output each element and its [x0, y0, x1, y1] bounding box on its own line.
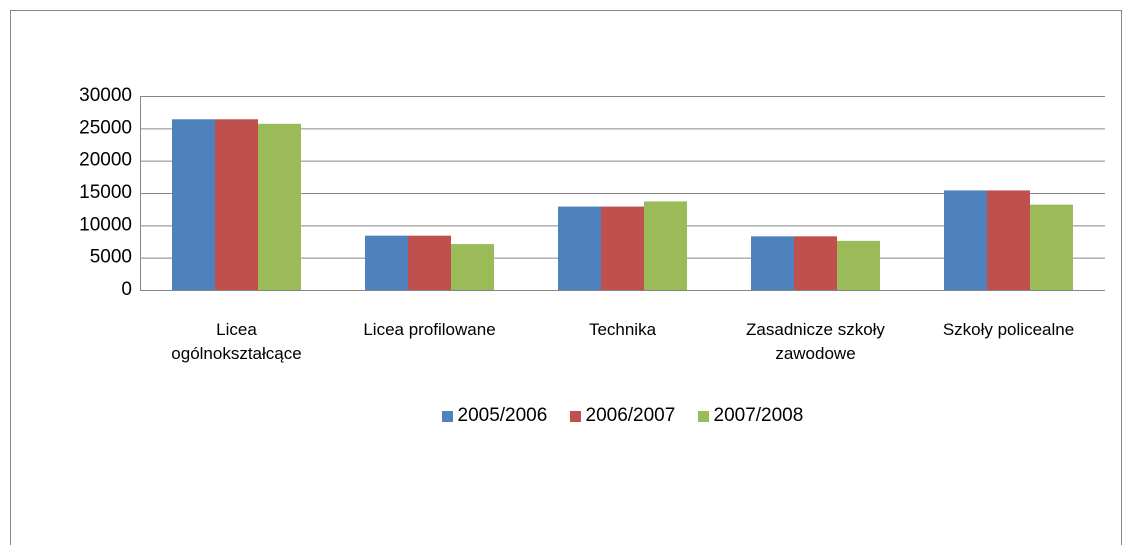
legend-item: 2006/2007: [569, 405, 676, 427]
y-tick-label: 20000: [79, 150, 132, 171]
chart-border: [10, 10, 1122, 545]
y-tick-label: 15000: [79, 182, 132, 203]
x-tick-label: Zasadnicze szkoły zawodowe: [746, 320, 885, 363]
bar: [451, 244, 494, 290]
bar: [408, 235, 451, 290]
bar: [365, 235, 408, 290]
bar: [172, 119, 215, 290]
legend-item: 2005/2006: [441, 405, 548, 427]
bar: [601, 206, 644, 290]
x-tick-label: Szkoły policealne: [942, 320, 1075, 339]
legend-swatch: [441, 410, 453, 422]
legend-item: 2007/2008: [697, 405, 804, 427]
y-tick-label: 10000: [79, 214, 132, 235]
y-tick-label: 25000: [79, 117, 132, 138]
bar: [987, 190, 1030, 290]
legend-label: 2006/2007: [585, 405, 676, 426]
bar: [644, 201, 687, 290]
legend-label: 2007/2008: [713, 405, 804, 426]
bar: [215, 119, 258, 290]
x-tick-label: Technika: [588, 320, 657, 339]
bar: [794, 236, 837, 290]
x-tick-label: Licea ogólnokształcące: [171, 320, 302, 363]
y-tick-label: 5000: [90, 247, 132, 268]
bar: [751, 236, 794, 290]
legend-swatch: [697, 410, 709, 422]
x-tick-label: Licea profilowane: [363, 320, 496, 339]
bar: [1030, 204, 1073, 290]
bar: [944, 190, 987, 290]
bar: [558, 206, 601, 290]
legend-label: 2005/2006: [457, 405, 548, 426]
legend-swatch: [569, 410, 581, 422]
bar: [258, 123, 301, 290]
bar: [837, 240, 880, 290]
y-tick-label: 0: [121, 279, 132, 300]
y-tick-label: 30000: [79, 85, 132, 106]
